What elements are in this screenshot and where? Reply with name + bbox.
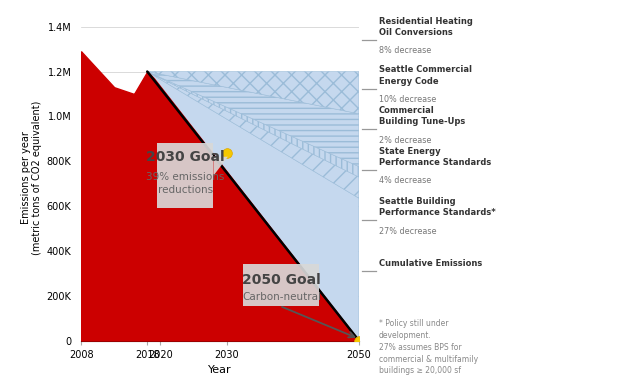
Text: 27% decrease: 27% decrease (379, 227, 436, 236)
Polygon shape (213, 157, 228, 176)
Text: 4% decrease: 4% decrease (379, 176, 431, 185)
Y-axis label: Emissions per year
(metric tons of CO2 equivalent): Emissions per year (metric tons of CO2 e… (21, 101, 42, 255)
Text: 2% decrease: 2% decrease (379, 136, 431, 145)
Text: 2050 Goal: 2050 Goal (242, 272, 321, 287)
X-axis label: Year: Year (208, 365, 232, 375)
Text: 39% emissions
reductions: 39% emissions reductions (147, 172, 225, 195)
Text: State Energy
Performance Standards: State Energy Performance Standards (379, 147, 491, 167)
Text: Seattle Building
Performance Standards*: Seattle Building Performance Standards* (379, 197, 495, 217)
Text: Residential Heating
Oil Conversions: Residential Heating Oil Conversions (379, 17, 472, 37)
Text: * Policy still under
development.
27% assumes BPS for
commercial & multifamily
b: * Policy still under development. 27% as… (379, 319, 478, 375)
Text: 10% decrease: 10% decrease (379, 95, 436, 104)
Text: 2030 Goal: 2030 Goal (146, 150, 225, 164)
Text: Carbon-neutral: Carbon-neutral (242, 292, 321, 302)
FancyBboxPatch shape (157, 143, 213, 208)
FancyBboxPatch shape (243, 264, 319, 306)
Text: 8% decrease: 8% decrease (379, 46, 431, 55)
Text: Commercial
Building Tune-Ups: Commercial Building Tune-Ups (379, 106, 465, 126)
Text: Seattle Commercial
Energy Code: Seattle Commercial Energy Code (379, 65, 472, 86)
Text: Cumulative Emissions: Cumulative Emissions (379, 259, 482, 267)
